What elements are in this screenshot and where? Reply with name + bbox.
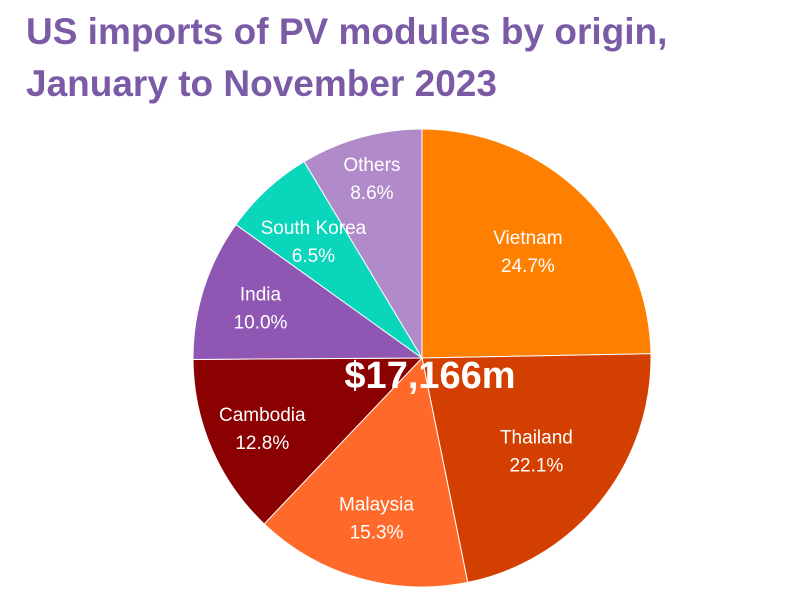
- slice-others: [303, 128, 423, 360]
- chart-title: US imports of PV modules by origin, Janu…: [26, 6, 776, 110]
- slice-malaysia: [263, 356, 469, 588]
- slice-value-india: 10.0%: [234, 313, 288, 334]
- slice-value-thailand: 22.1%: [509, 456, 563, 477]
- slice-value-cambodia: 12.8%: [235, 433, 289, 454]
- slice-india: [192, 223, 424, 360]
- slice-cambodia: [192, 357, 424, 525]
- slice-label-vietnam: Vietnam 24.7%: [493, 228, 562, 277]
- slice-name-south-korea: South Korea: [261, 218, 367, 239]
- slice-name-others: Others: [343, 155, 400, 176]
- slice-value-others: 8.6%: [350, 183, 393, 204]
- slice-label-south-korea: South Korea 6.5%: [261, 218, 367, 267]
- chart-title-line-1: US imports of PV modules by origin,: [26, 11, 668, 52]
- slice-label-others: Others 8.6%: [343, 155, 400, 204]
- slice-name-india: India: [240, 285, 282, 306]
- slice-name-thailand: Thailand: [500, 428, 573, 449]
- slice-label-india: India 10.0%: [234, 285, 288, 334]
- chart-title-line-2: January to November 2023: [26, 63, 497, 104]
- slice-name-vietnam: Vietnam: [493, 228, 562, 249]
- slice-thailand: [421, 353, 652, 583]
- slice-vietnam: [421, 128, 652, 359]
- slice-value-vietnam: 24.7%: [501, 256, 555, 277]
- slice-label-thailand: Thailand 22.1%: [500, 428, 573, 477]
- slice-label-malaysia: Malaysia 15.3%: [339, 495, 414, 544]
- slice-name-cambodia: Cambodia: [219, 405, 306, 426]
- slice-name-malaysia: Malaysia: [339, 495, 414, 516]
- total-value-label: $17,166m: [344, 355, 515, 397]
- slice-value-south-korea: 6.5%: [292, 246, 335, 267]
- slice-label-cambodia: Cambodia 12.8%: [219, 405, 306, 454]
- slice-value-malaysia: 15.3%: [350, 523, 404, 544]
